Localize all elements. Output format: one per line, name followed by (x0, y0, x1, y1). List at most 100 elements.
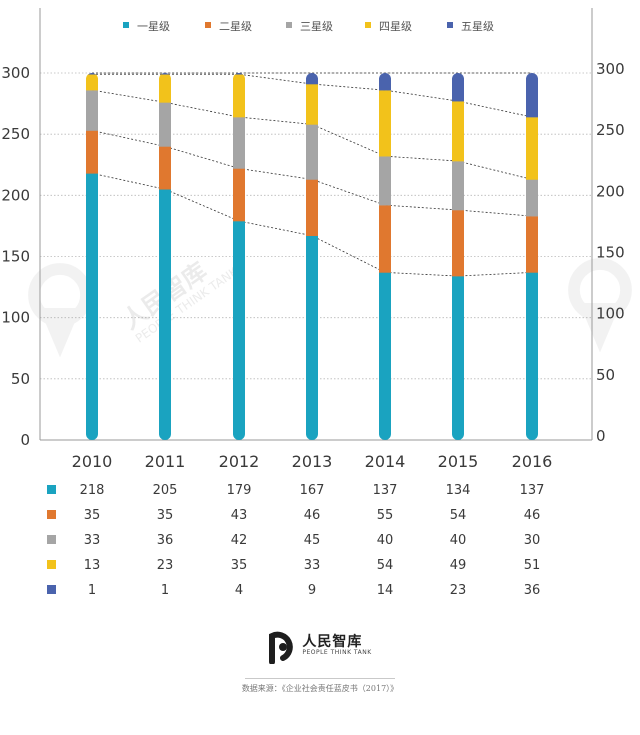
table-swatch-3 (47, 535, 56, 544)
people-think-tank-logo-icon (268, 628, 298, 665)
bars (86, 73, 538, 440)
bar-segment-2012-s4 (233, 74, 245, 118)
data-source: 数据来源：《企业社会责任蓝皮书（2017）》 (241, 684, 399, 693)
legend-label-1: 一星级 (137, 20, 170, 33)
bar-segment-2012-s1 (233, 221, 245, 440)
footer: 人民智库 PEOPLE THINK TANK 数据来源：《企业社会责任蓝皮书（2… (0, 628, 640, 694)
bar-segment-2010-s2 (86, 130, 98, 174)
bar-segment-2016-s5 (526, 73, 538, 118)
table-cell-2011-s3: 36 (157, 533, 174, 548)
bar-segment-2012-s2 (233, 168, 245, 222)
x-label-2016: 2016 (512, 452, 553, 471)
bar-segment-2011-s5 (159, 73, 171, 75)
table-cell-2013-s1: 167 (300, 483, 325, 498)
y-tick-left-50: 50 (11, 370, 30, 388)
bar-segment-2013-s1 (306, 235, 318, 440)
table-cell-2013-s2: 46 (304, 508, 321, 523)
table-cell-2011-s4: 23 (157, 558, 174, 573)
legend-swatch-1 (123, 22, 129, 28)
bar-segment-2016-s3 (526, 179, 538, 217)
table-cell-2010-s1: 218 (80, 483, 105, 498)
bar-segment-2016-s1 (526, 272, 538, 440)
bar-segment-2014-s4 (379, 90, 391, 157)
bar-segment-2011-s4 (159, 74, 171, 103)
footer-divider (245, 678, 395, 679)
table-cell-2013-s3: 45 (304, 533, 321, 548)
table-cell-2012-s3: 42 (231, 533, 248, 548)
table-cell-2014-s1: 137 (373, 483, 398, 498)
table-cell-2012-s5: 4 (235, 583, 243, 598)
table-cell-2015-s2: 54 (450, 508, 467, 523)
watermark-pin-left-icon (28, 263, 92, 358)
bar-2016 (526, 73, 538, 440)
axes: 0 0 50 50 100 100 150 150 200 200 250 250 300 300 (1, 8, 625, 449)
legend-label-3: 三星级 (300, 20, 333, 33)
table-cell-2015-s4: 49 (450, 558, 467, 573)
y-tick-left-0: 0 (20, 431, 30, 449)
bar-segment-2015-s2 (452, 210, 464, 277)
bar-segment-2012-s3 (233, 117, 245, 169)
table-swatch-4 (47, 560, 56, 569)
bar-segment-2011-s2 (159, 146, 171, 190)
legend-label-4: 四星级 (379, 20, 412, 33)
table-cell-2011-s1: 205 (153, 483, 178, 498)
table-cell-2012-s1: 179 (227, 483, 252, 498)
table-cell-2014-s2: 55 (377, 508, 394, 523)
bar-2014 (379, 73, 391, 440)
legend-swatch-4 (365, 22, 371, 28)
bar-segment-2014-s3 (379, 156, 391, 206)
bar-2011 (159, 73, 171, 440)
bar-segment-2015-s1 (452, 276, 464, 440)
y-tick-left-200: 200 (1, 186, 30, 204)
table-cell-2010-s3: 33 (84, 533, 101, 548)
y-tick-left-150: 150 (1, 248, 30, 266)
bar-2015 (452, 73, 464, 440)
footer-logo: 人民智库 PEOPLE THINK TANK (268, 628, 371, 665)
table-cell-2011-s2: 35 (157, 508, 174, 523)
table-cell-2016-s3: 30 (524, 533, 541, 548)
bar-segment-2011-s1 (159, 189, 171, 440)
bar-segment-2013-s3 (306, 124, 318, 180)
bar-2010 (86, 73, 98, 440)
bar-segment-2010-s5 (86, 73, 98, 75)
y-tick-right-250: 250 (596, 121, 625, 139)
table-cell-2014-s5: 14 (377, 583, 394, 598)
table-swatch-1 (47, 485, 56, 494)
y-tick-right-150: 150 (596, 244, 625, 262)
y-tick-right-0: 0 (596, 427, 606, 445)
x-label-2012: 2012 (219, 452, 260, 471)
x-label-2014: 2014 (365, 452, 406, 471)
bar-2012 (233, 73, 245, 440)
table-cell-2012-s4: 35 (231, 558, 248, 573)
footer-logo-text: 人民智库 (302, 634, 363, 650)
table-cell-2010-s2: 35 (84, 508, 101, 523)
bar-segment-2014-s1 (379, 272, 391, 440)
table-cell-2012-s2: 43 (231, 508, 248, 523)
table-cell-2016-s1: 137 (520, 483, 545, 498)
y-tick-right-100: 100 (596, 305, 625, 323)
bar-segment-2015-s4 (452, 101, 464, 162)
legend-label-5: 五星级 (461, 20, 494, 33)
bar-segment-2012-s5 (233, 73, 245, 75)
x-label-2013: 2013 (292, 452, 333, 471)
bar-segment-2013-s2 (306, 179, 318, 237)
bar-segment-2016-s4 (526, 117, 538, 180)
y-tick-left-300: 300 (1, 64, 30, 82)
bar-segment-2010-s3 (86, 90, 98, 131)
table-swatch-2 (47, 510, 56, 519)
legend-swatch-3 (286, 22, 292, 28)
table-cell-2011-s5: 1 (161, 583, 169, 598)
bar-segment-2010-s4 (86, 74, 98, 91)
bar-segment-2014-s5 (379, 73, 391, 91)
bar-segment-2014-s2 (379, 205, 391, 273)
table-cell-2016-s4: 51 (524, 558, 541, 573)
watermark-pin-right-icon (568, 258, 632, 353)
x-axis-labels: 2010 2011 2012 2013 2014 2015 2016 (72, 452, 553, 471)
table-cell-2013-s4: 33 (304, 558, 321, 573)
table-cell-2014-s3: 40 (377, 533, 394, 548)
y-tick-left-100: 100 (1, 309, 30, 327)
x-label-2010: 2010 (72, 452, 113, 471)
table-swatch-5 (47, 585, 56, 594)
